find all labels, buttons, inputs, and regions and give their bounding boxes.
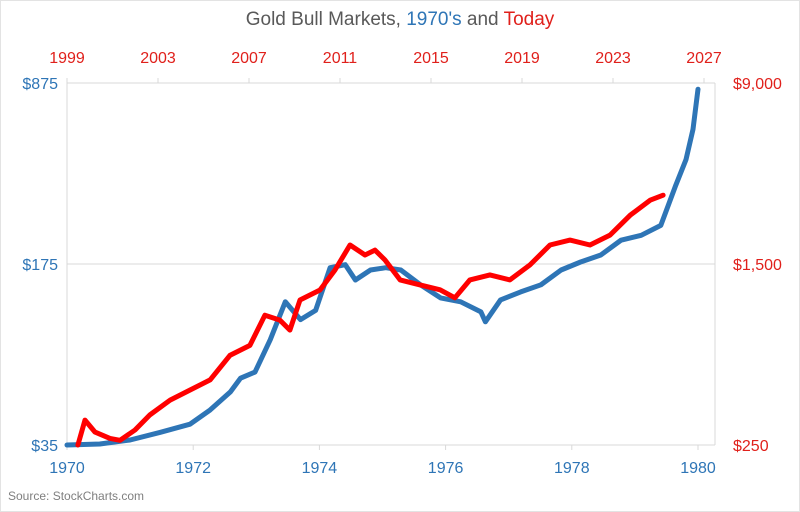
x-top-tick-label: 1999 <box>49 50 85 67</box>
y-axis-left-ticks: $35 $175 $875 <box>22 76 58 455</box>
source-note: Source: StockCharts.com <box>8 489 144 503</box>
x-top-tick-label: 2003 <box>140 50 176 67</box>
series-line-today <box>75 192 666 448</box>
x-top-tick-label: 2023 <box>595 50 631 67</box>
series-lines <box>64 86 701 448</box>
y-left-tick-label: $875 <box>22 76 58 93</box>
x-top-tick-label: 2027 <box>686 50 722 67</box>
title-part: and <box>462 9 504 30</box>
x-axis-bottom-ticks: 1970 1972 1974 1976 1978 1980 <box>49 445 716 477</box>
x-bottom-tick-label: 1970 <box>49 460 85 477</box>
title-part: Gold Bull Markets, <box>246 9 407 30</box>
x-bottom-tick-label: 1978 <box>554 460 590 477</box>
y-left-tick-label: $35 <box>31 438 58 455</box>
chart-title: Gold Bull Markets, 1970's and Today <box>246 9 555 30</box>
x-bottom-tick-label: 1972 <box>175 460 211 477</box>
series-line-1970s <box>64 86 701 448</box>
y-axis-right-ticks: $250 $1,500 $9,000 <box>733 76 782 455</box>
x-top-tick-label: 2019 <box>504 50 540 67</box>
x-bottom-tick-label: 1980 <box>680 460 716 477</box>
y-right-tick-label: $9,000 <box>733 76 782 93</box>
axes <box>66 83 716 445</box>
x-bottom-tick-label: 1974 <box>302 460 338 477</box>
y-left-tick-label: $175 <box>22 257 58 274</box>
x-axis-top-ticks: 1999 2003 2007 2011 2015 2019 2023 2027 <box>49 50 722 83</box>
title-part: Today <box>504 9 555 30</box>
x-top-tick-label: 2007 <box>231 50 267 67</box>
y-right-tick-label: $1,500 <box>733 257 782 274</box>
x-bottom-tick-label: 1976 <box>428 460 464 477</box>
x-top-tick-label: 2015 <box>413 50 449 67</box>
title-part: 1970's <box>406 9 461 30</box>
y-right-tick-label: $250 <box>733 438 769 455</box>
x-top-tick-label: 2011 <box>323 50 358 67</box>
